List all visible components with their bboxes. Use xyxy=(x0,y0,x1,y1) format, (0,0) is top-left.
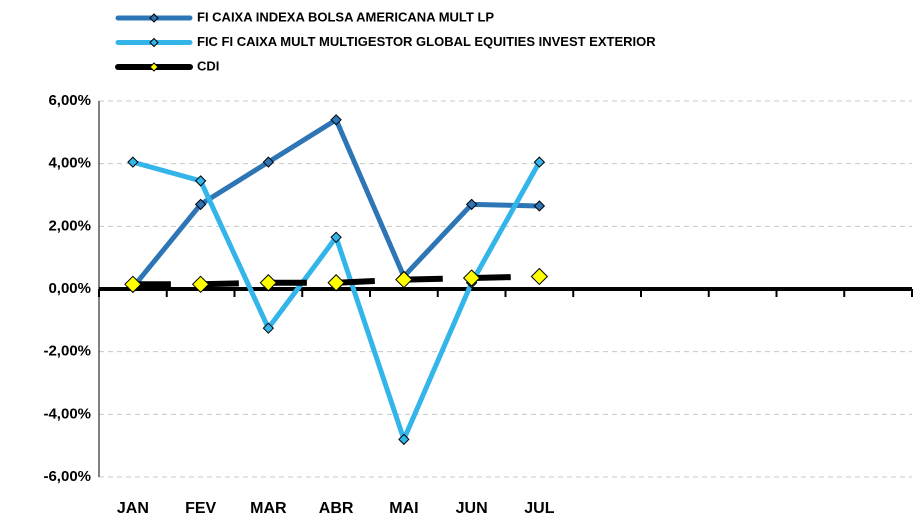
marker xyxy=(327,274,345,292)
legend-label: FIC FI CAIXA MULT MULTIGESTOR GLOBAL EQU… xyxy=(197,34,656,49)
marker xyxy=(533,156,546,168)
marker xyxy=(395,270,413,289)
x-tick-label: JAN xyxy=(117,500,149,517)
marker xyxy=(262,156,275,168)
marker xyxy=(462,269,481,287)
marker xyxy=(330,231,342,244)
marker xyxy=(465,198,478,211)
marker xyxy=(398,433,410,446)
marker xyxy=(262,322,275,334)
y-tick-label: 2,00% xyxy=(48,217,91,234)
legend-marker xyxy=(149,13,159,23)
marker xyxy=(194,198,207,211)
series-line xyxy=(130,117,540,290)
x-tick-label: MAR xyxy=(250,500,287,517)
y-tick-label: 4,00% xyxy=(48,155,91,172)
legend-label: FI CAIXA INDEXA BOLSA AMERICANA MULT LP xyxy=(197,9,494,24)
marker xyxy=(259,274,278,292)
legend-label: CDI xyxy=(197,58,219,73)
marker xyxy=(194,175,207,187)
y-tick-label: -6,00% xyxy=(43,468,91,485)
marker xyxy=(533,200,546,212)
marker xyxy=(330,114,342,126)
x-tick-label: JUL xyxy=(524,500,554,517)
legend-marker xyxy=(149,62,159,72)
y-tick-label: 6,00% xyxy=(48,92,91,109)
y-tick-label: 0,00% xyxy=(48,280,91,297)
y-tick-label: -2,00% xyxy=(43,343,91,360)
x-tick-label: ABR xyxy=(319,500,354,517)
x-tick-label: FEV xyxy=(185,500,216,517)
x-tick-label: MAI xyxy=(389,500,418,517)
marker xyxy=(191,275,210,294)
marker xyxy=(127,156,139,168)
x-tick-label: JUN xyxy=(456,500,488,517)
marker xyxy=(124,275,142,294)
legend-marker xyxy=(149,37,159,48)
marker xyxy=(530,267,549,286)
y-tick-label: -4,00% xyxy=(43,405,91,422)
